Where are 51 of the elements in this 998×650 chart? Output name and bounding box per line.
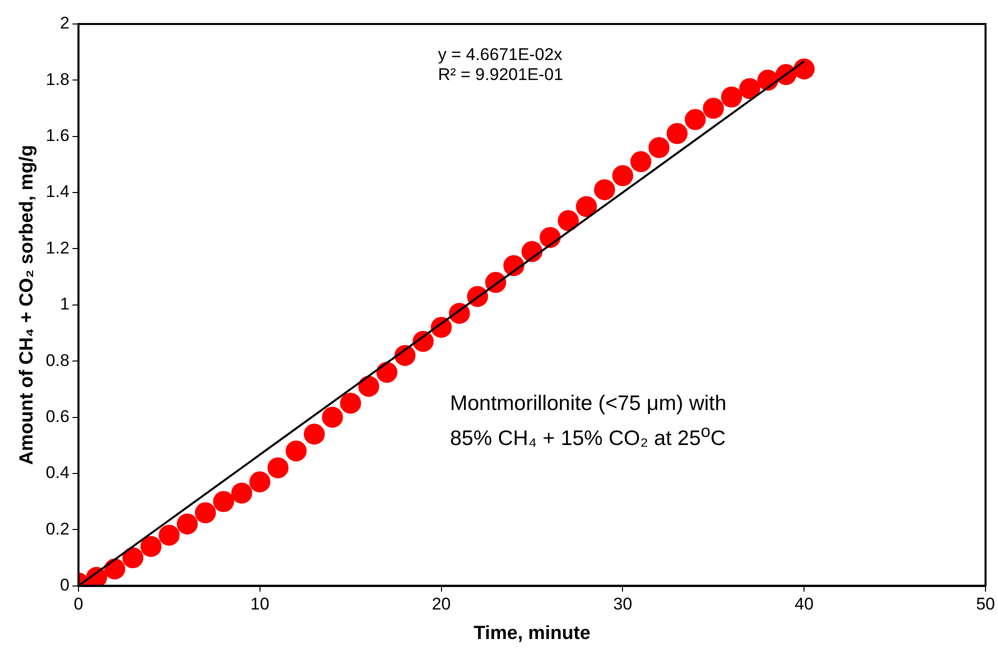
point [702, 98, 724, 119]
y-tick-label: 2 [60, 14, 70, 33]
y-tick-label: 0 [60, 575, 70, 594]
annotation: Montmorillonite (<75 μm) with [450, 392, 726, 416]
y-tick-label: 1.4 [46, 182, 70, 202]
y-tick-label: 0.6 [46, 406, 70, 426]
y-axis-title: Amount of CH₄ + CO₂ sorbed, mg/g [16, 144, 38, 465]
point [721, 86, 742, 108]
point [340, 392, 362, 414]
point [304, 424, 325, 445]
x-tick-label: 30 [613, 594, 632, 614]
point [739, 78, 760, 100]
y-tick-label: 1.8 [46, 70, 70, 89]
annotation: 85% CH₄ + 15% CO₂ at 25$^{o}$C [450, 421, 726, 450]
x-tick-label: 10 [250, 594, 270, 614]
x-tick-label: 40 [794, 594, 814, 614]
y-tick-label: 1.6 [46, 126, 70, 146]
y-tick-label: 1.2 [46, 238, 70, 258]
point [122, 547, 144, 568]
y-tick-label: 0.4 [46, 463, 70, 482]
point [612, 165, 634, 186]
y-tick-label: 1 [60, 294, 70, 314]
point [231, 482, 252, 504]
point [140, 536, 162, 557]
point [286, 440, 307, 462]
point [358, 376, 380, 397]
point [376, 362, 398, 383]
point [176, 514, 198, 534]
point [267, 457, 288, 478]
point [684, 109, 706, 130]
annotation: R² = 9.9201E-01 [438, 65, 564, 85]
x-tick-label: 20 [432, 594, 451, 614]
point [194, 502, 216, 524]
y-tick-label: 0.2 [46, 519, 70, 538]
y-tick-label: 0.8 [46, 350, 70, 370]
x-tick-label: 50 [976, 594, 996, 614]
point [576, 196, 597, 218]
x-axis-title: Time, minute [474, 622, 590, 644]
point [158, 524, 180, 546]
point [213, 491, 234, 512]
point [558, 210, 579, 232]
point [249, 471, 270, 492]
point [630, 151, 652, 172]
point [594, 179, 616, 200]
point [666, 123, 688, 144]
point [322, 406, 343, 428]
point [648, 137, 670, 158]
annotation: y = 4.6671E-02x [438, 45, 562, 65]
point [104, 558, 126, 580]
point [794, 58, 815, 80]
x-tick-label: 0 [74, 594, 84, 614]
